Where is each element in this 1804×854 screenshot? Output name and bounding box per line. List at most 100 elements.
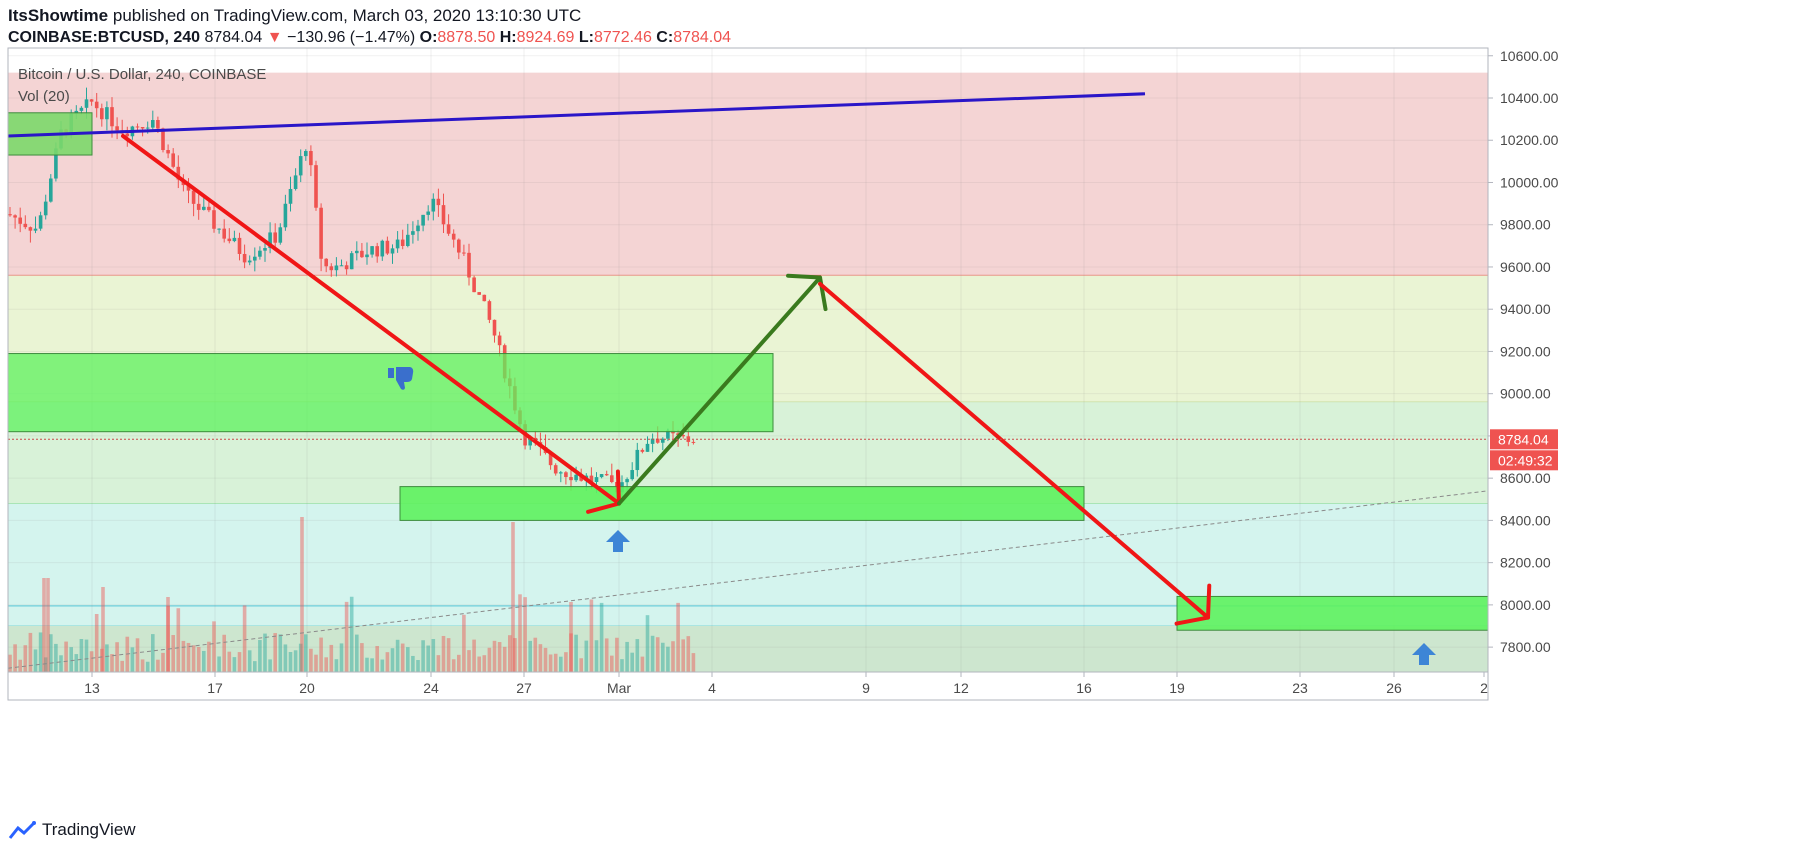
volume-bar xyxy=(268,659,272,672)
volume-bar xyxy=(314,654,318,672)
y-tick-label: 8000.00 xyxy=(1500,597,1551,613)
volume-bar xyxy=(574,634,578,672)
volume-bar xyxy=(140,659,145,672)
volume-bar xyxy=(569,633,573,672)
trendline-blue xyxy=(7,92,1146,138)
candle-body xyxy=(23,223,28,228)
candle-body xyxy=(140,127,145,129)
volume-spike xyxy=(101,587,105,672)
candle-body xyxy=(681,435,685,437)
volume-bar xyxy=(426,645,430,672)
candle-body xyxy=(451,233,456,240)
thumbs-down-icon-cuff xyxy=(388,368,394,378)
candle-body xyxy=(635,449,640,471)
volume-bar xyxy=(497,642,502,672)
candle-body xyxy=(110,107,114,127)
volume-bar xyxy=(298,643,303,672)
candle-body xyxy=(446,224,451,234)
volume-bar xyxy=(100,648,104,672)
arrow-red-shaft xyxy=(818,281,1210,620)
volume-bar xyxy=(543,647,548,672)
volume-bar xyxy=(355,634,359,672)
candle-body xyxy=(145,127,150,129)
candle-body xyxy=(84,99,89,108)
trendline-dashed xyxy=(7,490,1489,669)
volume-bar xyxy=(553,653,558,672)
volume-bar xyxy=(344,601,349,672)
candle-body xyxy=(630,470,634,480)
close-value: 8784.04 xyxy=(673,29,732,46)
volume-bar xyxy=(431,639,436,672)
icon-layer xyxy=(388,367,1436,665)
x-tick-label: 19 xyxy=(1169,680,1185,696)
candle-body xyxy=(314,165,318,208)
volume-bar xyxy=(23,645,28,672)
candle-body xyxy=(54,148,58,179)
volume-bar xyxy=(329,644,334,672)
last-price: 8784.04 xyxy=(204,29,263,46)
x-tick-label: 4 xyxy=(708,680,716,696)
candle-body xyxy=(283,203,288,228)
volume-bar xyxy=(584,640,589,672)
volume-bar xyxy=(8,654,12,672)
volume-bar xyxy=(84,639,89,672)
volume-bar xyxy=(661,642,665,672)
tradingview-brand[interactable]: TradingView xyxy=(8,820,136,840)
volume-bar xyxy=(232,657,237,672)
volume-bar xyxy=(74,654,79,672)
volume-bar xyxy=(610,655,614,672)
candle-body xyxy=(258,250,262,257)
series-legend: Bitcoin / U.S. Dollar, 240, COINBASE xyxy=(18,66,267,83)
volume-bar xyxy=(324,657,328,672)
candle-body xyxy=(574,474,578,481)
line-layer xyxy=(7,92,1489,669)
candle-body xyxy=(640,449,645,452)
volume-bar xyxy=(441,635,446,672)
volume-bar xyxy=(18,659,22,672)
candle-body xyxy=(589,475,594,482)
publish-header: ItsShowtime published on TradingView.com… xyxy=(8,6,581,26)
volume-zone xyxy=(8,626,1488,672)
candle-body xyxy=(462,252,466,254)
volume-bar xyxy=(283,644,288,672)
volume-bar xyxy=(28,632,33,672)
candle-body xyxy=(161,128,165,151)
volume-bar xyxy=(166,605,170,672)
volume-bar xyxy=(589,599,594,672)
volume-bar xyxy=(645,615,650,672)
candle-body xyxy=(227,238,232,242)
candle-body xyxy=(650,438,655,444)
candle-body xyxy=(176,166,181,180)
volume-bar xyxy=(79,639,84,672)
candle-body xyxy=(125,133,130,137)
y-tick-label: 8200.00 xyxy=(1500,555,1551,571)
candle-body xyxy=(599,474,604,478)
volume-bar xyxy=(559,656,563,672)
symbol-label: COINBASE:BTCUSD, 240 xyxy=(8,29,201,46)
volume-bar xyxy=(548,654,553,672)
zones-layer xyxy=(8,72,1488,672)
volume-bar xyxy=(635,639,640,672)
candle-body xyxy=(467,252,471,278)
volume-bar xyxy=(370,658,374,672)
candle-body xyxy=(186,185,191,191)
countdown-tag-label: 02:49:32 xyxy=(1498,452,1553,468)
arrow-green-shaft xyxy=(617,275,822,506)
volume-bar xyxy=(451,659,456,672)
volume-bar xyxy=(110,654,114,672)
y-tick-label: 10000.00 xyxy=(1500,174,1559,190)
candle-body xyxy=(43,201,48,216)
author-name[interactable]: ItsShowtime xyxy=(8,6,109,25)
volume-bar xyxy=(293,650,298,672)
volume-bar xyxy=(339,643,344,672)
green-zone-box xyxy=(399,486,1085,521)
volume-bar xyxy=(365,657,369,672)
volume-spike xyxy=(300,517,304,672)
x-tick-label: 17 xyxy=(207,680,223,696)
volume-bar xyxy=(222,634,226,672)
candle-body xyxy=(8,214,12,216)
volume-bar xyxy=(130,647,135,672)
volume-bar xyxy=(156,659,160,672)
volume-bar xyxy=(273,633,277,672)
change-down-icon: ▼ xyxy=(266,29,283,46)
